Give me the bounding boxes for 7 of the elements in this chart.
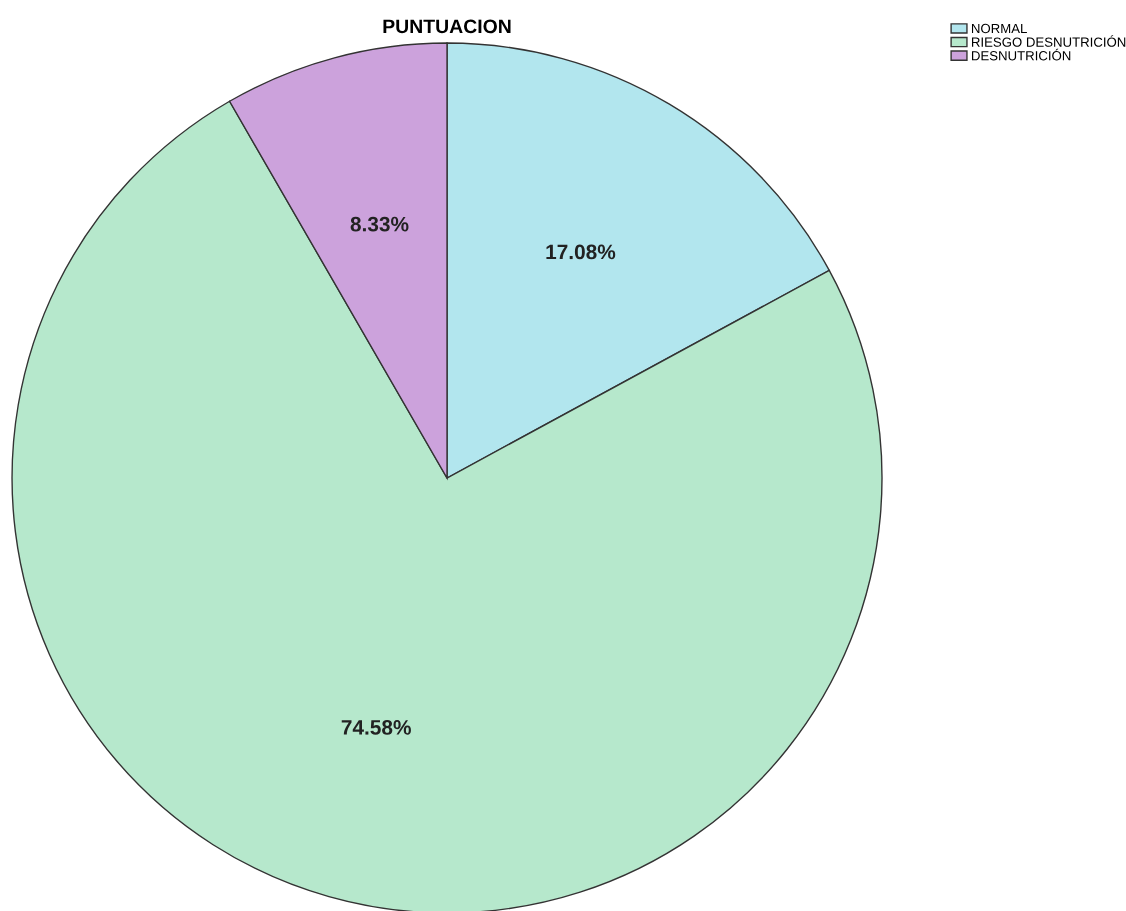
legend-label: DESNUTRICIÓN — [971, 48, 1071, 61]
legend-label: NORMAL — [971, 23, 1027, 34]
data-label: 74.58% — [341, 720, 411, 735]
legend-label: RIESGO DESNUTRICIÓN — [971, 35, 1126, 47]
data-label: 17.08% — [546, 244, 616, 260]
chart-title: PUNTUACION — [383, 19, 511, 34]
data-label: 8.33% — [350, 216, 409, 232]
